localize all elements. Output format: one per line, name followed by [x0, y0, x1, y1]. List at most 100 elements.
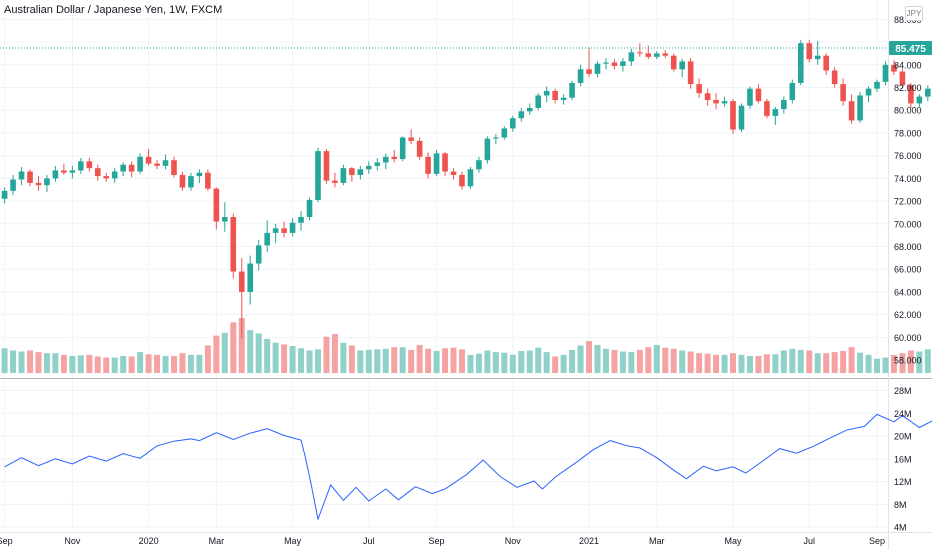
volume-bar	[679, 350, 686, 373]
volume-bar	[154, 354, 161, 373]
candle	[738, 105, 745, 130]
volume-bar	[408, 349, 415, 373]
candle	[137, 156, 143, 172]
candle	[518, 111, 525, 119]
volume-bar	[86, 354, 93, 373]
price-tick-label: 82.000	[894, 83, 922, 93]
time-tick-label: Jul	[803, 536, 815, 546]
chart-title: Australian Dollar / Japanese Yen, 1W, FX…	[4, 4, 223, 16]
candle	[620, 61, 626, 66]
candle	[662, 53, 669, 56]
candle	[61, 170, 67, 173]
volume-bar	[738, 354, 745, 373]
candle	[874, 81, 880, 89]
volume-bar	[535, 347, 542, 373]
candle	[103, 176, 110, 179]
time-tick-label: Mar	[649, 536, 665, 546]
candle	[552, 90, 558, 100]
candle	[925, 88, 931, 97]
volume-bar	[552, 356, 559, 373]
candle	[230, 216, 237, 272]
indicator-tick-label: 20M	[894, 432, 912, 442]
volume-bar	[492, 352, 499, 373]
volume-bar	[789, 348, 796, 373]
last-price-label: 85.475	[895, 44, 926, 55]
indicator-tick-label: 24M	[894, 409, 912, 419]
volume-bar	[77, 355, 84, 373]
candle	[27, 171, 33, 183]
volume-bar	[238, 318, 245, 373]
candle	[899, 71, 906, 86]
candle	[747, 88, 753, 106]
price-tick-label: 68.000	[894, 242, 922, 252]
candle	[814, 55, 821, 60]
currency-badge[interactable]: JPY	[905, 6, 923, 21]
candle	[560, 97, 567, 100]
volume-bar	[213, 335, 220, 373]
price-tick-label: 76.000	[894, 151, 922, 161]
volume-bar	[924, 349, 931, 373]
candle	[857, 95, 863, 121]
volume-bar	[602, 348, 609, 373]
volume-bar	[857, 352, 864, 373]
volume-bar	[247, 330, 254, 373]
volume-bar	[721, 354, 728, 373]
candle	[35, 182, 42, 186]
candle	[670, 55, 677, 70]
volume-bar	[518, 351, 525, 373]
candle	[764, 101, 770, 116]
volume-bar	[806, 350, 813, 373]
time-tick-label: Sep	[869, 536, 885, 546]
volume-bar	[221, 332, 228, 373]
time-tick-label: 2020	[139, 536, 159, 546]
candle	[196, 172, 203, 177]
volume-bar	[704, 353, 711, 373]
volume-bar	[780, 350, 787, 373]
indicator-tick-label: 28M	[894, 386, 912, 396]
volume-bar	[94, 356, 101, 373]
volume-bar	[340, 342, 347, 373]
candle	[391, 156, 398, 160]
candle	[162, 160, 169, 166]
volume-bar	[823, 353, 830, 373]
candle	[476, 160, 482, 170]
candle	[459, 174, 465, 187]
candle	[238, 271, 245, 292]
volume-bar	[230, 322, 237, 373]
volume-bar	[60, 354, 67, 373]
volume-bar	[433, 351, 440, 373]
candle	[52, 170, 59, 179]
volume-bar	[755, 355, 762, 373]
volume-bar	[391, 347, 398, 373]
volume-bar	[746, 355, 753, 373]
candle	[908, 85, 914, 104]
volume-bar	[442, 348, 449, 373]
volume-bar	[848, 347, 855, 373]
volume-bar	[636, 349, 643, 373]
candle	[94, 168, 101, 177]
time-tick-label: Nov	[64, 536, 81, 546]
candle	[349, 168, 355, 175]
candle	[645, 53, 652, 57]
volume-bar	[162, 355, 169, 373]
candle	[789, 82, 796, 100]
time-tick-label: Sep	[0, 536, 13, 546]
volume-bar	[425, 348, 432, 373]
volume-bar	[187, 354, 194, 373]
candle	[484, 138, 491, 161]
volume-bar	[298, 348, 305, 373]
candle	[382, 156, 389, 163]
candle	[501, 128, 508, 138]
volume-bar	[467, 354, 474, 373]
candle	[374, 162, 381, 166]
volume-bar	[323, 336, 330, 373]
time-tick-label: Nov	[505, 536, 522, 546]
indicator-tick-label: 4M	[894, 523, 907, 533]
price-tick-label: 70.000	[894, 219, 922, 229]
price-tick-label: 66.000	[894, 265, 922, 275]
candle	[687, 61, 694, 85]
volume-bar	[628, 352, 635, 373]
price-tick-label: 62.000	[894, 310, 922, 320]
candle	[916, 96, 923, 104]
